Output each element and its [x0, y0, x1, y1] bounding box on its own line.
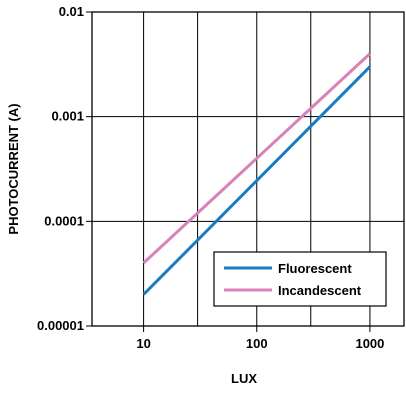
legend-box	[213, 251, 387, 307]
x-tick-label: 1000	[355, 336, 384, 351]
x-axis-label: LUX	[231, 371, 257, 386]
legend-label-fluorescent: Fluorescent	[278, 261, 352, 276]
plot-frame	[91, 11, 405, 327]
legend: Fluorescent Incandescent	[213, 251, 387, 307]
y-tick-label: 0.0001	[44, 213, 84, 228]
grid-layer	[92, 12, 404, 326]
x-tick-label: 10	[136, 336, 150, 351]
y-axis-label: PHOTOCURRENT (A)	[6, 103, 21, 234]
series-line-fluorescent	[142, 65, 371, 296]
y-tick-label: 0.001	[51, 109, 84, 124]
series-layer	[142, 52, 371, 296]
x-tick-label: 100	[246, 336, 268, 351]
y-tick-label: 0.00001	[37, 318, 84, 333]
series-line-incandescent	[142, 52, 371, 265]
y-tick-label: 0.01	[59, 4, 84, 19]
legend-label-incandescent: Incandescent	[278, 283, 362, 298]
tick-label-layer: 0.00001 0.0001 0.001 0.01 10 100 1000	[37, 4, 384, 351]
